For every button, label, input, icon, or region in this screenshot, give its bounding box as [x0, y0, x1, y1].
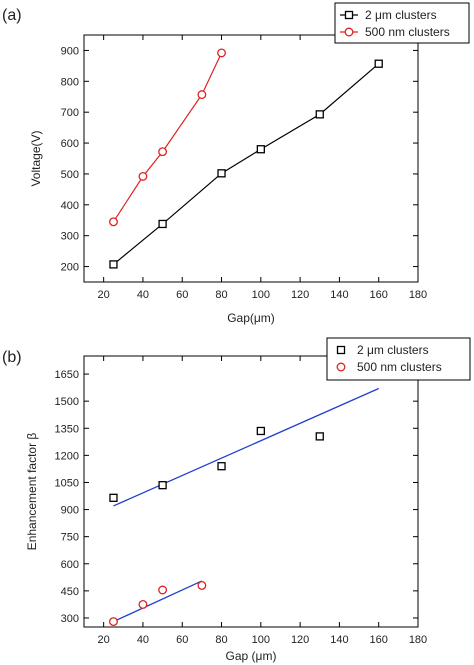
- data-point: [197, 90, 207, 100]
- data-point: [158, 481, 167, 490]
- y-tick-label: 900: [61, 45, 79, 57]
- legend-label: 500 nm clusters: [365, 25, 450, 39]
- series-line: [113, 63, 380, 265]
- plot-frame: [83, 34, 419, 283]
- data-point: [315, 432, 324, 441]
- chart-panel-b: (b) 20 40 60 80 100 120 140 160 180 300 450 600 750 90…: [2, 337, 471, 663]
- panel-label: (b): [2, 349, 22, 366]
- y-tick-label: 500: [61, 169, 79, 181]
- y-tick-label: 1350: [55, 423, 79, 435]
- legend-marker: [344, 10, 354, 20]
- y-tick-label: 750: [61, 532, 79, 544]
- legend-marker: [336, 345, 346, 355]
- y-tick-label: 300: [61, 613, 79, 625]
- y-tick-label: 200: [61, 262, 79, 274]
- y-tick-label: 300: [61, 231, 79, 243]
- series-1: [109, 580, 207, 627]
- x-tick-label: 80: [215, 634, 227, 646]
- data-point: [217, 48, 226, 58]
- legend-box: [334, 2, 470, 44]
- data-point: [109, 493, 118, 502]
- x-tick-label: 60: [176, 634, 188, 646]
- y-tick-label: 800: [61, 76, 79, 88]
- x-tick-label: 160: [370, 289, 388, 301]
- data-point: [109, 260, 118, 269]
- x-tick-label: 120: [291, 634, 309, 646]
- fit-line: [113, 387, 379, 507]
- data-point: [138, 171, 148, 181]
- data-point: [217, 462, 226, 471]
- panel-label: (a): [2, 7, 22, 24]
- chart-panel-a: (a) 20 40 60 80 100 120 140 160 180 200 300 400 500 60…: [2, 2, 470, 325]
- y-axis-title: Voltage(V): [29, 130, 43, 186]
- data-point: [217, 169, 226, 178]
- y-tick-label: 1200: [55, 450, 79, 462]
- legend: 2 μm clusters 500 nm clusters: [326, 337, 471, 381]
- y-tick-label: 1650: [55, 369, 79, 381]
- data-point: [158, 219, 167, 229]
- y-tick-label: 1050: [55, 477, 79, 489]
- legend-box: [326, 337, 471, 381]
- data-point: [138, 599, 148, 609]
- x-axis-title: Gap (μm): [226, 649, 277, 663]
- plot-frame: [83, 355, 419, 628]
- data-point: [315, 110, 324, 119]
- data-point: [256, 145, 265, 154]
- data-point: [374, 59, 383, 68]
- series-line: [112, 52, 223, 223]
- y-tick-label: 1500: [55, 396, 79, 408]
- x-tick-label: 120: [291, 289, 309, 301]
- legend-label: 2 μm clusters: [357, 343, 429, 357]
- fit-line: [113, 580, 203, 623]
- legend-marker: [344, 27, 354, 37]
- legend-label: 2 μm clusters: [365, 8, 437, 22]
- x-tick-label: 80: [215, 289, 227, 301]
- x-tick-label: 20: [98, 289, 110, 301]
- x-tick-label: 60: [176, 289, 188, 301]
- x-tick-label: 100: [252, 289, 270, 301]
- y-axis-title: Enhancement factor β: [25, 433, 39, 551]
- x-tick-label: 160: [370, 634, 388, 646]
- x-tick-label: 140: [330, 289, 348, 301]
- data-point: [109, 217, 118, 227]
- x-tick-label: 180: [409, 289, 427, 301]
- x-tick-label: 100: [252, 634, 270, 646]
- x-axis-title: Gap(μm): [227, 311, 275, 325]
- legend: 2 μm clusters 500 nm clusters: [334, 2, 470, 44]
- data-point: [158, 147, 168, 157]
- y-tick-label: 450: [61, 586, 79, 598]
- y-tick-label: 900: [61, 505, 79, 517]
- x-tick-label: 140: [330, 634, 348, 646]
- data-point: [197, 580, 207, 590]
- y-tick-label: 600: [61, 138, 79, 150]
- x-tick-label: 180: [409, 634, 427, 646]
- data-point: [109, 617, 118, 627]
- x-tick-label: 40: [137, 289, 149, 301]
- x-tick-label: 20: [98, 634, 110, 646]
- x-tick-label: 40: [137, 634, 149, 646]
- data-point: [158, 585, 168, 595]
- legend-label: 500 nm clusters: [357, 360, 442, 374]
- series-0: [109, 368, 383, 507]
- series-1: [109, 48, 226, 227]
- data-point: [256, 426, 265, 436]
- series-0: [109, 59, 383, 269]
- y-tick-label: 700: [61, 107, 79, 119]
- y-tick-label: 400: [61, 200, 79, 212]
- legend-marker: [336, 362, 346, 372]
- y-tick-label: 600: [61, 559, 79, 571]
